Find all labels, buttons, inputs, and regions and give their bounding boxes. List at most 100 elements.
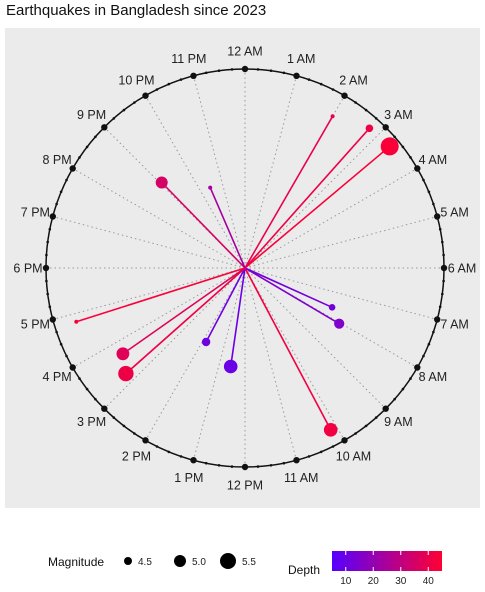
magnitude-legend-label: 5.0 <box>192 557 206 568</box>
depth-colorbar <box>332 551 442 571</box>
minor-tick <box>78 156 81 159</box>
earthquake-spoke <box>244 145 391 269</box>
hour-gridline <box>244 75 297 269</box>
earthquake-point <box>74 319 79 324</box>
earthquake-point <box>223 359 238 374</box>
minor-tick <box>331 445 335 448</box>
earthquake-spoke <box>244 267 332 431</box>
minor-tick <box>59 342 63 346</box>
minor-tick <box>256 465 260 468</box>
hour-tick <box>49 213 56 220</box>
hour-gridline <box>244 267 438 320</box>
minor-tick <box>432 330 435 334</box>
minor-tick <box>441 240 444 244</box>
hour-label: 8 PM <box>43 153 72 167</box>
earthquake-point <box>380 137 399 156</box>
minor-tick <box>364 108 368 112</box>
hour-label: 3 PM <box>77 415 106 429</box>
hour-gridline <box>193 267 246 461</box>
hour-tick <box>190 72 197 80</box>
minor-tick <box>204 71 208 75</box>
hour-label: 11 AM <box>284 471 319 485</box>
hour-tick <box>49 316 56 323</box>
minor-tick <box>112 117 116 120</box>
minor-tick <box>230 68 234 71</box>
hour-gridline <box>244 126 387 269</box>
earthquake-spoke <box>125 267 246 375</box>
hour-labels: 12 AM 1 AM 2 AM 3 AM 4 AM 5 AM 6 AM 7 AM 8 AM 9 A… <box>13 45 476 493</box>
minor-tick <box>112 416 116 419</box>
magnitude-legend-key <box>220 553 236 569</box>
earthquake-spoke <box>205 267 246 343</box>
minor-tick <box>401 387 405 391</box>
hour-label: 7 PM <box>21 205 50 219</box>
minor-tick <box>133 432 136 435</box>
earthquake-spoke <box>161 181 246 269</box>
hour-gridline <box>52 216 246 269</box>
minor-tick <box>55 330 58 334</box>
minor-tick <box>354 101 357 104</box>
earthquake-point <box>323 423 338 437</box>
minor-tick <box>256 68 260 71</box>
earthquake-spokes <box>76 115 391 431</box>
minor-tick <box>122 424 126 428</box>
hour-label: 7 AM <box>440 318 469 332</box>
hour-tick <box>69 165 76 172</box>
hour-tick <box>341 437 348 444</box>
depth-legend-title: Depth <box>288 563 320 577</box>
minor-tick <box>167 450 171 454</box>
magnitude-legend-title: Magnitude <box>48 555 104 569</box>
hour-label: 2 AM <box>339 74 368 88</box>
minor-tick <box>422 178 425 182</box>
hour-tick <box>241 65 249 73</box>
magnitude-legend-label: 5.5 <box>242 557 256 568</box>
minor-tick <box>393 397 396 401</box>
hour-tick <box>434 316 441 323</box>
hour-tick <box>382 124 389 131</box>
minor-tick <box>269 69 273 72</box>
minor-tick <box>393 135 396 139</box>
hour-tick <box>101 405 108 412</box>
minor-tick <box>46 240 49 244</box>
minor-tick <box>282 461 286 465</box>
minor-tick <box>364 424 368 428</box>
hour-label: 9 PM <box>77 108 106 122</box>
minor-tick <box>269 464 273 467</box>
minor-tick <box>427 342 431 346</box>
earthquake-point <box>365 124 374 133</box>
depth-tick-label: 20 <box>368 576 380 587</box>
hour-label: 6 AM <box>448 262 477 276</box>
minor-tick <box>307 78 311 81</box>
minor-tick <box>422 354 425 358</box>
hour-tick <box>142 437 149 444</box>
hour-label: 8 AM <box>419 370 448 384</box>
minor-tick <box>85 145 89 149</box>
minor-tick <box>59 190 63 194</box>
hour-gridline <box>72 267 246 368</box>
minor-tick <box>122 108 126 112</box>
hour-label: 11 PM <box>171 52 206 66</box>
minor-tick <box>155 88 159 91</box>
earthquake-spoke <box>209 187 246 269</box>
magnitude-legend: Magnitude 4.5 5.0 5.5 <box>48 553 256 569</box>
hour-label: 5 AM <box>440 205 469 219</box>
minor-tick <box>204 461 208 465</box>
earthquake-point <box>155 176 168 189</box>
earthquake-spoke <box>244 267 340 325</box>
minor-tick <box>441 292 444 296</box>
minor-tick <box>374 416 378 419</box>
hour-gridline <box>103 126 246 269</box>
hour-label: 12 AM <box>227 45 262 59</box>
hour-gridline <box>72 168 246 269</box>
hour-label: 4 PM <box>43 370 72 384</box>
depth-legend: Depth 10 20 30 40 <box>288 551 442 587</box>
minor-tick <box>374 117 378 120</box>
earthquake-point <box>330 114 335 119</box>
clock-ticks <box>42 65 448 471</box>
hour-label: 5 PM <box>21 318 50 332</box>
hour-tick <box>414 165 421 172</box>
hour-tick <box>101 124 108 131</box>
hour-label: 3 AM <box>384 108 413 122</box>
earthquake-spoke <box>244 267 333 309</box>
